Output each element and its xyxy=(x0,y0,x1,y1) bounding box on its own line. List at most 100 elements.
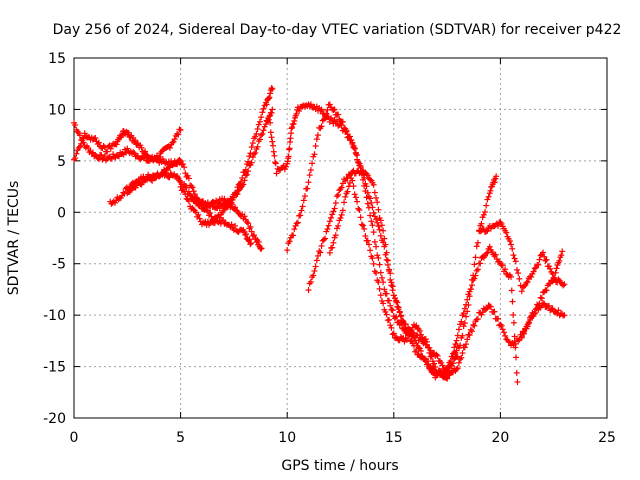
plus-marker xyxy=(85,145,92,152)
plus-marker xyxy=(434,352,441,359)
plus-marker xyxy=(107,145,114,152)
plus-marker xyxy=(142,148,149,155)
plus-marker xyxy=(364,172,371,179)
plus-marker xyxy=(459,350,466,357)
plus-marker xyxy=(391,295,398,302)
plus-marker xyxy=(432,364,439,371)
plus-marker xyxy=(536,256,543,263)
plus-marker xyxy=(477,260,484,267)
plus-marker xyxy=(531,265,538,272)
plus-marker xyxy=(509,298,516,305)
plus-marker xyxy=(373,270,380,277)
plus-marker xyxy=(349,139,356,146)
plus-marker xyxy=(457,356,464,363)
plus-marker xyxy=(512,344,519,351)
plus-marker xyxy=(555,307,562,314)
plus-marker xyxy=(255,121,262,128)
plus-marker xyxy=(364,237,371,244)
plus-marker xyxy=(149,177,156,184)
plus-marker xyxy=(320,116,327,123)
plus-marker xyxy=(174,130,181,137)
plus-marker xyxy=(351,145,358,152)
plus-marker xyxy=(331,106,338,113)
plus-marker xyxy=(254,125,261,132)
plus-marker xyxy=(337,215,344,222)
plus-marker xyxy=(495,315,502,322)
plus-marker xyxy=(272,159,279,166)
plus-marker xyxy=(98,152,105,159)
plus-marker xyxy=(491,308,498,315)
plus-marker xyxy=(380,300,387,307)
plus-marker xyxy=(360,222,367,229)
plus-marker xyxy=(515,270,522,277)
plus-marker xyxy=(370,260,377,267)
plus-marker xyxy=(465,291,472,298)
plus-marker xyxy=(72,122,79,129)
plus-marker xyxy=(455,359,462,366)
plus-marker xyxy=(383,256,390,263)
plus-marker xyxy=(377,292,384,299)
plus-marker xyxy=(76,132,83,139)
plus-marker xyxy=(76,143,83,150)
plus-marker xyxy=(483,228,490,235)
plus-marker xyxy=(185,175,192,182)
plus-marker xyxy=(468,328,475,335)
plus-marker xyxy=(467,326,474,333)
axis-ticks: 0 5 10 15 20 25 -20 -15 -10 -5 0 5 10 15 xyxy=(43,51,616,446)
plus-marker xyxy=(190,188,197,195)
x-tick-label: 20 xyxy=(491,430,509,446)
plus-marker xyxy=(365,241,372,248)
plus-marker xyxy=(307,167,314,174)
plus-marker xyxy=(286,145,293,152)
plus-marker xyxy=(243,171,250,178)
plus-marker xyxy=(376,285,383,292)
plus-marker xyxy=(284,247,291,254)
plus-marker xyxy=(354,198,361,205)
plus-marker xyxy=(380,227,387,234)
plus-marker xyxy=(72,155,79,162)
plus-marker xyxy=(300,197,307,204)
plus-marker xyxy=(317,107,324,114)
plus-marker xyxy=(351,191,358,198)
plus-marker xyxy=(130,149,137,156)
plus-marker xyxy=(259,130,266,137)
plus-marker xyxy=(293,220,300,227)
plus-marker xyxy=(484,227,491,234)
plus-marker xyxy=(75,145,82,152)
plus-marker xyxy=(241,177,248,184)
plus-marker xyxy=(428,353,435,360)
plus-marker xyxy=(333,225,340,232)
plus-marker xyxy=(514,379,521,385)
plus-marker xyxy=(387,270,394,277)
plus-marker xyxy=(439,362,446,369)
plus-marker xyxy=(249,154,256,161)
plus-marker xyxy=(346,133,353,140)
plus-marker xyxy=(318,243,325,250)
plus-marker xyxy=(543,256,550,263)
plus-marker xyxy=(271,152,278,159)
plus-marker xyxy=(230,194,237,201)
plus-marker xyxy=(386,316,393,323)
plus-marker xyxy=(267,129,274,136)
plus-marker xyxy=(233,207,240,214)
plus-marker xyxy=(530,268,537,275)
plus-marker xyxy=(509,245,516,252)
plus-marker xyxy=(260,127,267,134)
plus-marker xyxy=(473,243,480,250)
plus-marker xyxy=(246,153,253,160)
plus-marker xyxy=(260,105,267,112)
plus-marker xyxy=(329,211,336,218)
plus-marker xyxy=(401,321,408,328)
plus-marker xyxy=(174,174,181,181)
plus-marker xyxy=(450,350,457,357)
plus-marker xyxy=(549,305,556,312)
plus-marker xyxy=(549,278,556,285)
plus-marker xyxy=(374,219,381,226)
plus-marker xyxy=(131,150,138,157)
plus-marker xyxy=(228,221,235,228)
plus-marker xyxy=(455,326,462,333)
plus-marker xyxy=(413,322,420,329)
plus-marker xyxy=(216,214,223,221)
plus-marker xyxy=(370,181,377,188)
